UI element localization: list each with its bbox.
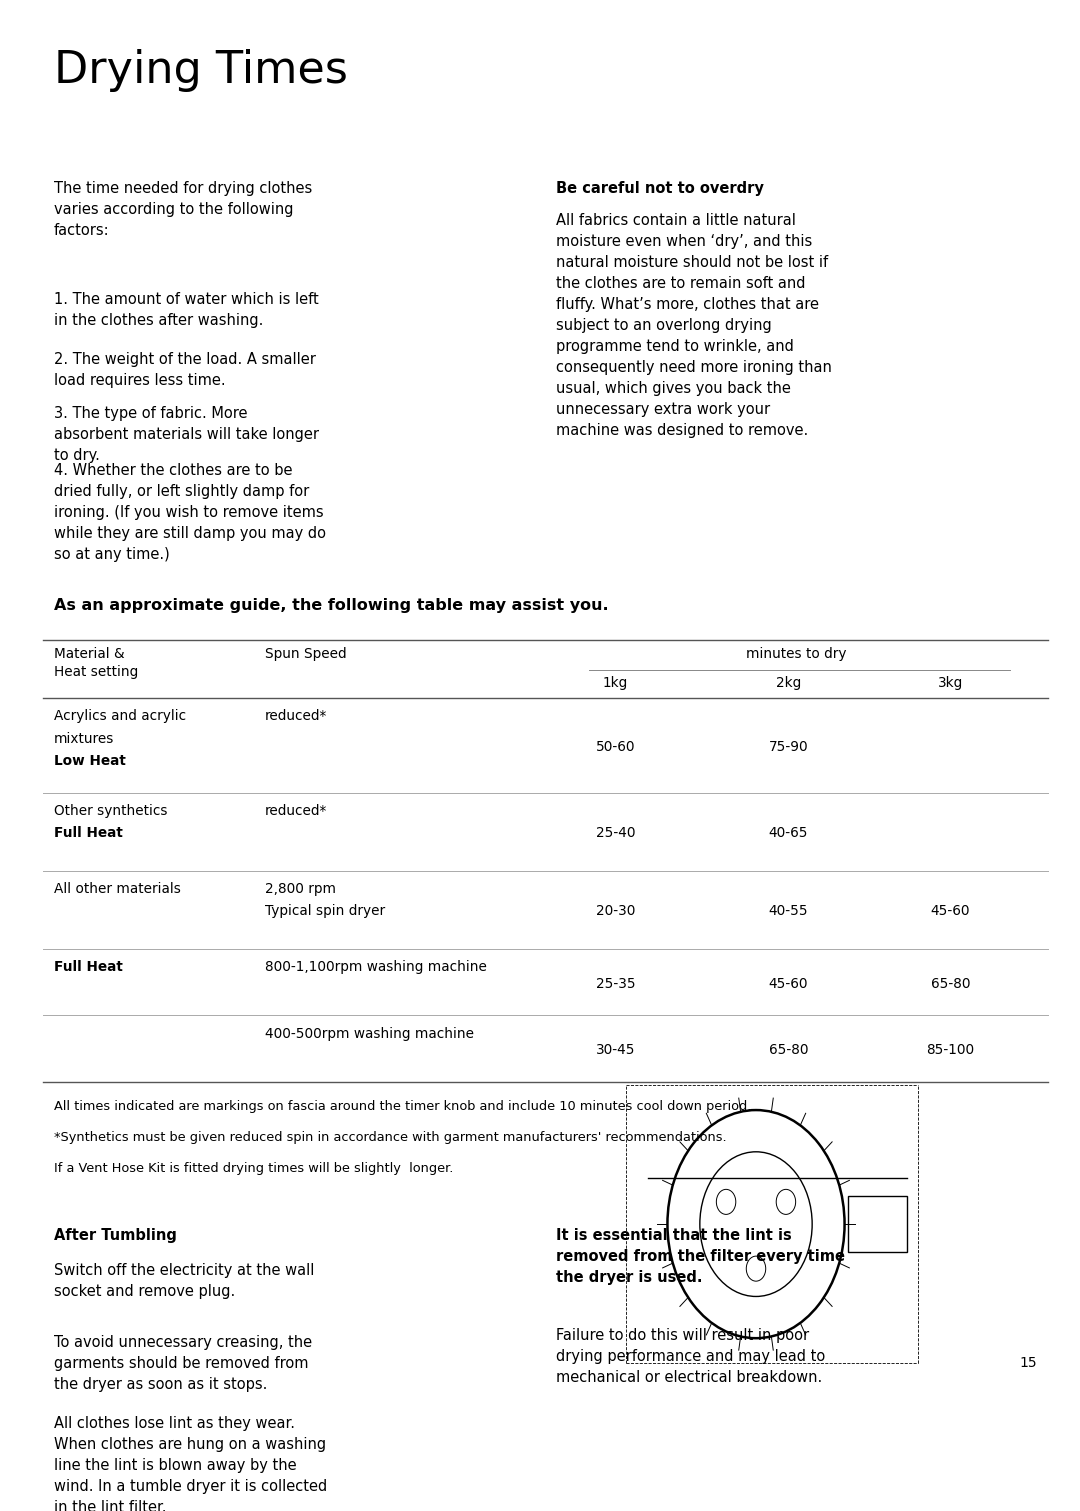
Text: Acrylics and acrylic: Acrylics and acrylic [54,710,186,724]
Text: It is essential that the lint is
removed from the filter every time
the dryer is: It is essential that the lint is removed… [556,1228,846,1286]
Text: 25-35: 25-35 [596,976,635,991]
Text: 3. The type of fabric. More
absorbent materials will take longer
to dry.: 3. The type of fabric. More absorbent ma… [54,406,319,464]
Text: Material &
Heat setting: Material & Heat setting [54,647,138,680]
Text: The time needed for drying clothes
varies according to the following
factors:: The time needed for drying clothes varie… [54,181,312,237]
Text: Drying Times: Drying Times [54,48,348,92]
Text: mixtures: mixtures [54,731,114,746]
Text: Spun Speed: Spun Speed [265,647,347,660]
Text: Full Heat: Full Heat [54,827,123,840]
Text: 65-80: 65-80 [931,976,970,991]
Text: Low Heat: Low Heat [54,754,126,768]
Text: 2. The weight of the load. A smaller
load requires less time.: 2. The weight of the load. A smaller loa… [54,352,315,388]
Text: *Synthetics must be given reduced spin in accordance with garment manufacturers': *Synthetics must be given reduced spin i… [54,1130,727,1144]
Text: 3kg: 3kg [937,675,963,691]
Text: 40-55: 40-55 [769,904,808,919]
Text: 30-45: 30-45 [596,1043,635,1058]
Text: Failure to do this will result in poor
drying performance and may lead to
mechan: Failure to do this will result in poor d… [556,1328,825,1386]
Text: To avoid unnecessary creasing, the
garments should be removed from
the dryer as : To avoid unnecessary creasing, the garme… [54,1336,312,1393]
Text: 65-80: 65-80 [769,1043,808,1058]
Text: 4. Whether the clothes are to be
dried fully, or left slightly damp for
ironing.: 4. Whether the clothes are to be dried f… [54,464,326,562]
Text: After Tumbling: After Tumbling [54,1228,177,1244]
Text: As an approximate guide, the following table may assist you.: As an approximate guide, the following t… [54,598,609,613]
Text: 20-30: 20-30 [596,904,635,919]
Text: reduced*: reduced* [265,710,327,724]
Text: 800-1,100rpm washing machine: 800-1,100rpm washing machine [265,959,486,973]
Text: Be careful not to overdry: Be careful not to overdry [556,181,764,196]
Text: 45-60: 45-60 [931,904,970,919]
Text: Switch off the electricity at the wall
socket and remove plug.: Switch off the electricity at the wall s… [54,1263,314,1299]
Text: 40-65: 40-65 [769,827,808,840]
Text: Full Heat: Full Heat [54,959,123,973]
Text: 85-100: 85-100 [927,1043,974,1058]
Text: 25-40: 25-40 [596,827,635,840]
Text: All times indicated are markings on fascia around the timer knob and include 10 : All times indicated are markings on fasc… [54,1100,752,1114]
Text: All other materials: All other materials [54,882,180,896]
Text: 50-60: 50-60 [596,740,635,754]
Text: If a Vent Hose Kit is fitted drying times will be slightly  longer.: If a Vent Hose Kit is fitted drying time… [54,1162,454,1174]
Text: reduced*: reduced* [265,804,327,817]
Text: 1. The amount of water which is left
in the clothes after washing.: 1. The amount of water which is left in … [54,292,319,328]
Text: Typical spin dryer: Typical spin dryer [265,904,384,919]
Text: 2,800 rpm: 2,800 rpm [265,882,336,896]
Text: 45-60: 45-60 [769,976,808,991]
Text: 400-500rpm washing machine: 400-500rpm washing machine [265,1026,474,1041]
Text: 15: 15 [1020,1357,1037,1370]
Text: 1kg: 1kg [603,675,629,691]
Text: Other synthetics: Other synthetics [54,804,167,817]
Text: All fabrics contain a little natural
moisture even when ‘dry’, and this
natural : All fabrics contain a little natural moi… [556,213,832,438]
Text: minutes to dry: minutes to dry [746,647,847,660]
Text: 2kg: 2kg [775,675,801,691]
Text: 75-90: 75-90 [769,740,808,754]
Text: All clothes lose lint as they wear.
When clothes are hung on a washing
line the : All clothes lose lint as they wear. When… [54,1416,327,1511]
